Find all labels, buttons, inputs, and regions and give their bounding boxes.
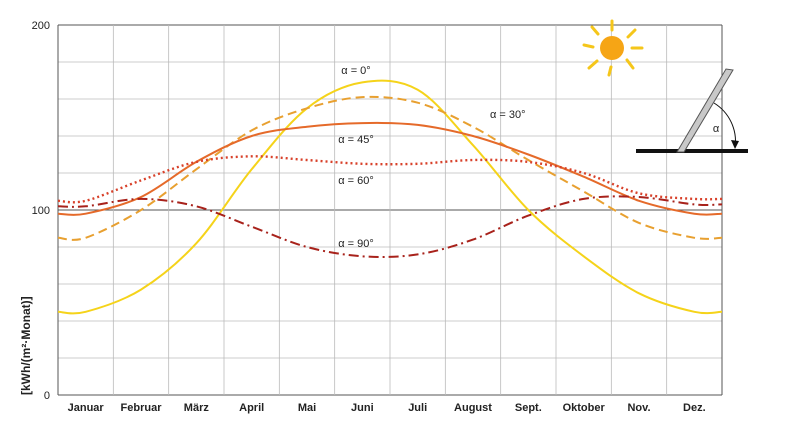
data-point [140, 209, 142, 211]
data-point [582, 190, 584, 192]
series-label: α = 30° [490, 109, 526, 121]
data-point [416, 253, 418, 255]
data-point [140, 288, 142, 290]
x-tick-label: Mai [298, 402, 316, 414]
data-point [306, 246, 308, 248]
data-point [140, 198, 142, 200]
x-tick-label: Februar [121, 402, 163, 414]
series-line [57, 79, 723, 315]
series-label: α = 0° [341, 65, 370, 77]
data-point [361, 122, 363, 124]
data-point [250, 135, 252, 137]
data-point [638, 196, 640, 198]
data-point [527, 209, 529, 211]
data-point [361, 163, 363, 165]
x-tick-label: Nov. [627, 402, 650, 414]
data-point [638, 200, 640, 202]
data-point [416, 102, 418, 104]
data-point [693, 198, 695, 200]
data-point [472, 135, 474, 137]
data-point [638, 222, 640, 224]
data-point [306, 159, 308, 161]
data-point [472, 238, 474, 240]
data-point [361, 81, 363, 83]
axes: 0 100 200 Januar Februar März April Mai Juni Juli… [32, 20, 706, 414]
series-label: α = 60° [338, 175, 374, 187]
data-point [416, 163, 418, 165]
data-point [693, 203, 695, 205]
data-point [416, 89, 418, 91]
panel-tilt-icon: α [636, 68, 748, 153]
data-point [582, 176, 584, 178]
series-line [57, 95, 723, 241]
data-point [250, 129, 252, 131]
series-labels: α = 0° α = 30° α = 45° α = 60° α = 90° [338, 65, 525, 250]
data-point [582, 255, 584, 257]
angle-symbol: α [713, 123, 720, 135]
data-point [84, 213, 86, 215]
x-tick-label: August [454, 402, 492, 414]
x-tick-label: Januar [68, 402, 105, 414]
series-label: α = 45° [338, 134, 374, 146]
x-tick-label: März [184, 402, 210, 414]
data-point [527, 161, 529, 163]
x-tick-label: Juli [408, 402, 427, 414]
data-point [693, 311, 695, 313]
x-tick-label: Sept. [515, 402, 542, 414]
data-point [527, 153, 529, 155]
data-point [84, 205, 86, 207]
data-point [84, 237, 86, 239]
y-tick-label: 200 [32, 20, 50, 32]
data-point [416, 124, 418, 126]
series-line [57, 121, 723, 216]
data-point [582, 198, 584, 200]
data-point [195, 205, 197, 207]
data-point [195, 242, 197, 244]
y-tick-label: 0 [44, 390, 50, 402]
data-point [472, 126, 474, 128]
data-point [472, 159, 474, 161]
data-point [527, 214, 529, 216]
series-line [57, 155, 723, 204]
data-point [250, 225, 252, 227]
y-axis-label: [kWh/(m²·Monat)] [19, 296, 33, 395]
data-point [693, 213, 695, 215]
data-point [638, 292, 640, 294]
data-point [638, 192, 640, 194]
x-tick-label: Dez. [683, 402, 706, 414]
sun-icon [582, 19, 644, 77]
x-tick-label: Juni [351, 402, 374, 414]
data-point [250, 155, 252, 157]
data-point [250, 168, 252, 170]
grid [57, 24, 723, 396]
data-point [693, 237, 695, 239]
data-point [84, 200, 86, 202]
y-tick-label: 100 [32, 205, 50, 217]
data-point [361, 96, 363, 98]
series-line [57, 195, 723, 258]
data-point [361, 255, 363, 257]
data-point [306, 107, 308, 109]
data-point [582, 172, 584, 174]
x-tick-label: April [239, 402, 264, 414]
series-label: α = 90° [338, 238, 374, 250]
data-point [195, 161, 197, 163]
x-tick-label: Oktober [563, 402, 606, 414]
data-point [84, 311, 86, 313]
data-point [306, 126, 308, 128]
data-point [140, 179, 142, 181]
series-lines [57, 79, 723, 315]
data-point [472, 144, 474, 146]
data-point [195, 168, 197, 170]
